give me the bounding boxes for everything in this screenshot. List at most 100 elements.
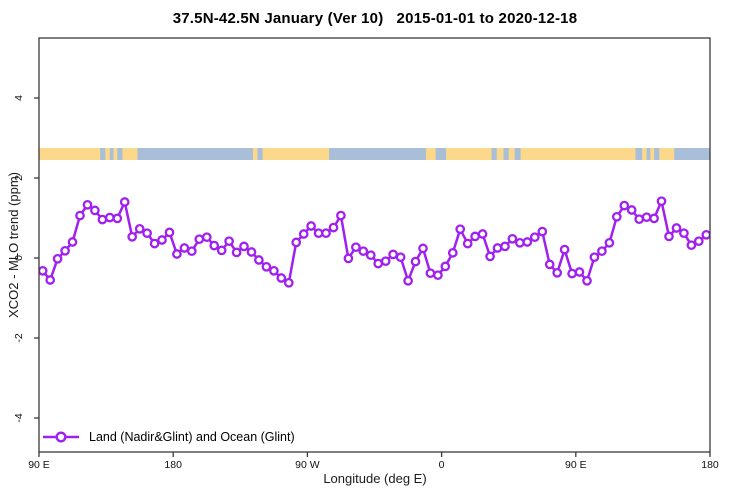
data-point [276,273,287,283]
x-tick-label: 90 W [295,459,320,471]
land-segment [39,148,101,160]
data-point [433,270,443,281]
data-point [82,199,93,210]
data-point [172,249,182,259]
chart-title: 37.5N-42.5N January (Ver 10) 2015-01-01 … [172,10,578,27]
data-point [522,237,533,247]
map-strip [39,148,710,160]
y-tick-label: -2 [13,333,25,342]
land-segment [252,148,258,160]
data-point [656,196,667,207]
data-point [39,265,48,276]
data-point [75,210,85,221]
data-point [559,244,570,255]
data-point [343,253,354,264]
data-point [194,234,205,245]
data-point [149,238,160,249]
data-point [679,228,689,239]
data-point [529,232,540,243]
data-point [261,261,272,272]
data-point [90,205,100,216]
data-point [142,228,152,239]
data-point [358,246,369,257]
x-tick-label: 180 [164,459,182,471]
data-point [462,238,473,249]
x-tick-label: 90 E [565,459,587,471]
data-point [701,229,710,240]
data-point [686,240,697,251]
y-tick-label: 0 [13,255,25,261]
land-segment [496,148,504,160]
legend-label: Land (Nadir&Glint) and Ocean (Glint) [89,430,295,444]
data-point [164,227,175,238]
land-segment [508,148,515,160]
data-point [380,256,391,267]
data-point [306,221,316,231]
data-point [604,237,615,248]
data-point [231,247,242,258]
y-tick-label: 4 [13,95,25,101]
series-land-ocean [39,196,710,288]
data-point [574,267,585,277]
data-point [365,250,376,261]
data-point [67,237,78,247]
data-point [440,261,451,272]
data-point [395,252,406,263]
y-axis-label-wrap: XCO2 - MLO trend (ppm) [4,0,22,490]
y-tick-label: 2 [13,175,25,181]
data-point [45,275,56,285]
data-point [582,275,592,286]
data-point [544,259,555,270]
land-segment [113,148,118,160]
data-point [216,245,227,256]
data-point [410,256,421,267]
land-segment [650,148,655,160]
data-point [567,268,577,279]
data-point [597,246,607,257]
data-point [611,211,622,222]
data-point [179,243,190,253]
data-point [537,226,548,237]
data-point [157,235,167,245]
x-tick-label: 90 E [28,459,50,471]
data-point [291,237,302,248]
x-tick-label: 180 [701,459,719,471]
data-point [239,241,249,252]
data-point [671,223,682,233]
data-point [351,242,361,253]
land-segment [425,148,436,160]
data-point [507,233,518,244]
data-point [60,245,70,256]
data-point [619,200,630,211]
data-point [246,247,257,257]
data-point [403,275,413,286]
data-point [209,240,220,251]
land-segment [642,148,647,160]
data-point [693,236,704,247]
data-point [649,213,659,224]
land-segment [520,148,636,160]
y-tick-label: -4 [13,413,25,422]
data-point [373,258,384,269]
legend: Land (Nadir&Glint) and Ocean (Glint) [42,428,295,446]
data-point [589,252,600,263]
data-point [112,213,123,224]
data-point [388,249,398,260]
x-tick-label: 0 [439,459,445,471]
data-point [626,205,637,215]
data-point [134,223,145,234]
data-point [470,231,480,242]
data-point [485,251,495,262]
data-point [515,237,525,248]
data-point [425,268,436,279]
data-point [455,224,466,235]
data-point [418,243,428,254]
plot-box [38,37,711,453]
legend-marker-icon [43,431,79,443]
data-point [336,210,346,221]
data-point [447,247,458,258]
data-point [283,277,294,288]
x-axis-label: Longitude (deg E) [323,471,427,486]
